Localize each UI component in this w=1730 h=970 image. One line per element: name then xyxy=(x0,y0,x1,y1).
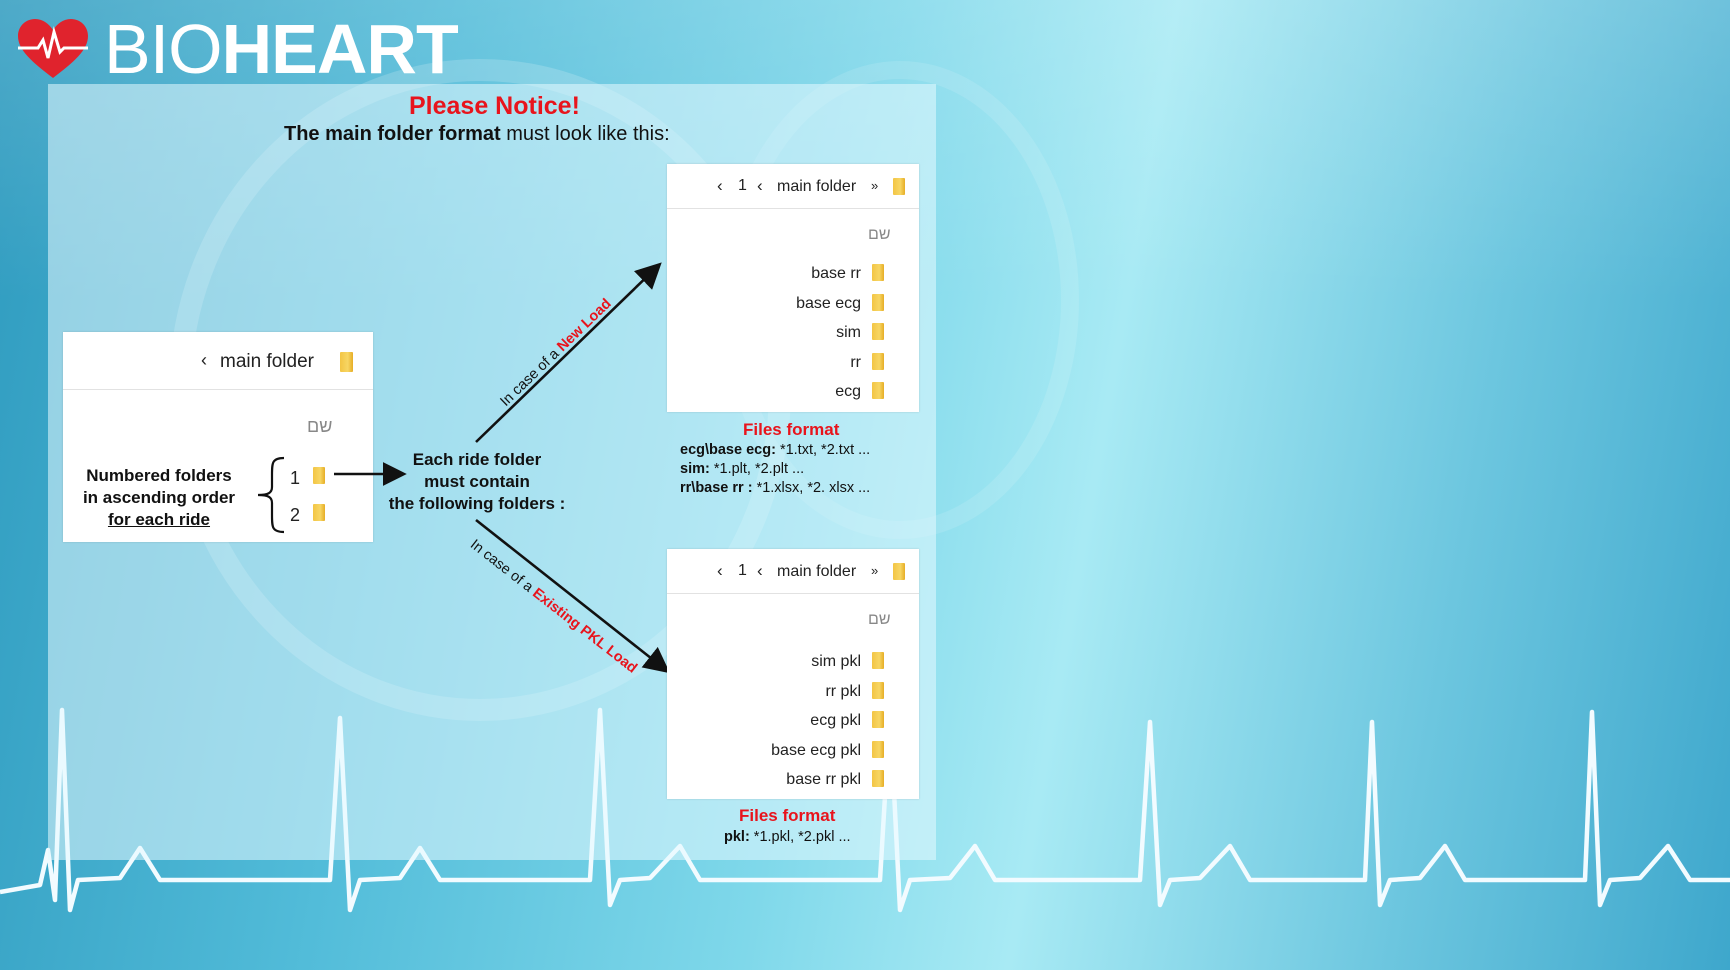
numbered-folders-note: Numbered folders in ascending order for … xyxy=(78,465,240,531)
bottom-path-num: 1 xyxy=(738,562,747,579)
folder-row[interactable]: base ecg pkl xyxy=(771,742,861,759)
overflow-chevron-icon: » xyxy=(871,563,879,578)
top-address-bar[interactable]: ‹ 1 ‹ main folder » xyxy=(667,164,919,209)
top-files-line-3: rr\base rr : *1.xlsx, *2. xlsx ... xyxy=(680,480,870,496)
folder-icon xyxy=(893,563,905,580)
chevron-left-icon: ‹ xyxy=(201,350,207,370)
top-folder-window: ‹ 1 ‹ main folder » שם base rr base ecg … xyxy=(667,164,919,412)
bottom-path-folder: main folder xyxy=(777,563,857,580)
ride-folder-note: Each ride folder must contain the follow… xyxy=(375,449,579,515)
line-val: *1.xlsx, *2. xlsx ... xyxy=(752,480,871,496)
note-line-3: for each ride xyxy=(107,510,211,529)
arrow-new-load xyxy=(475,262,662,443)
top-path-folder: main folder xyxy=(777,178,857,195)
curly-brace xyxy=(257,456,285,534)
folder-icon xyxy=(872,741,884,758)
subtitle-bold: The main folder format xyxy=(284,123,501,145)
folder-row[interactable]: ecg xyxy=(835,383,861,400)
folder-icon xyxy=(872,711,884,728)
left-address-bar[interactable]: ‹ main folder xyxy=(63,332,373,390)
chevron-left-icon: ‹ xyxy=(717,561,723,580)
ecg-trace xyxy=(0,707,1730,913)
folder-icon xyxy=(872,682,884,699)
line-key: ecg\base ecg: xyxy=(680,442,776,458)
folder-icon xyxy=(340,352,353,372)
chevron-left-icon: ‹ xyxy=(757,561,763,580)
top-files-line-2: sim: *1.plt, *2.plt ... xyxy=(680,461,804,477)
left-path-folder: main folder xyxy=(220,351,314,372)
folder-icon xyxy=(872,353,884,370)
folder-row[interactable]: sim pkl xyxy=(811,653,861,670)
bottom-files-format-title: Files format xyxy=(739,806,836,825)
folder-icon xyxy=(872,382,884,399)
folder-icon xyxy=(313,504,325,521)
folder-icon xyxy=(872,323,884,340)
brand-suffix: HEART xyxy=(221,10,459,88)
folder-row[interactable]: base rr xyxy=(811,265,861,282)
name-column-label: שם xyxy=(307,416,333,436)
notice-title: Please Notice! xyxy=(409,92,580,120)
left-folder-window: ‹ main folder שם 1 2 xyxy=(63,332,373,542)
brand-prefix: BIO xyxy=(104,10,223,88)
subtitle-rest: must look like this: xyxy=(500,123,670,145)
heart-pulse-icon xyxy=(18,19,88,78)
top-files-format-title: Files format xyxy=(743,420,840,439)
bottom-address-bar[interactable]: ‹ 1 ‹ main folder » xyxy=(667,549,919,594)
ride-line-3: the following folders : xyxy=(388,494,566,513)
folder-icon xyxy=(872,652,884,669)
folder-icon xyxy=(872,770,884,787)
overflow-chevron-icon: » xyxy=(871,178,879,193)
folder-icon xyxy=(872,294,884,311)
folder-row-2[interactable]: 2 xyxy=(290,505,301,525)
folder-row[interactable]: rr xyxy=(850,354,861,371)
note-line-1: Numbered folders xyxy=(86,466,232,485)
folder-row[interactable]: rr pkl xyxy=(825,683,861,700)
top-files-line-1: ecg\base ecg: *1.txt, *2.txt ... xyxy=(680,442,870,458)
line-val: *1.plt, *2.plt ... xyxy=(709,461,805,477)
arrow-existing-load xyxy=(475,518,671,674)
note-line-2: in ascending order xyxy=(82,488,236,507)
brand-logo: BIOHEART xyxy=(104,14,459,84)
line-val: *1.pkl, *2.pkl ... xyxy=(749,829,851,845)
notice-subtitle: The main folder format must look like th… xyxy=(284,123,670,146)
folder-row[interactable]: base ecg xyxy=(796,295,861,312)
top-path-num: 1 xyxy=(738,177,747,194)
folder-row[interactable]: ecg pkl xyxy=(810,712,861,729)
chevron-left-icon: ‹ xyxy=(717,176,723,195)
name-column-label: שם xyxy=(868,226,891,243)
line-key: rr\base rr : xyxy=(680,480,753,496)
folder-row[interactable]: base rr pkl xyxy=(786,771,861,788)
folder-row-1[interactable]: 1 xyxy=(290,468,301,488)
bottom-folder-window: ‹ 1 ‹ main folder » שם sim pkl rr pkl ec… xyxy=(667,549,919,799)
name-column-label: שם xyxy=(868,611,891,628)
ride-line-2: must contain xyxy=(424,472,530,491)
line-key: pkl: xyxy=(724,829,750,845)
bottom-files-line-1: pkl: *1.pkl, *2.pkl ... xyxy=(724,829,851,845)
folder-icon xyxy=(872,264,884,281)
line-key: sim: xyxy=(680,461,710,477)
chevron-left-icon: ‹ xyxy=(757,176,763,195)
folder-icon xyxy=(893,178,905,195)
line-val: *1.txt, *2.txt ... xyxy=(775,442,871,458)
folder-row[interactable]: sim xyxy=(836,324,861,341)
folder-icon xyxy=(313,467,325,484)
ride-line-1: Each ride folder xyxy=(412,450,542,469)
